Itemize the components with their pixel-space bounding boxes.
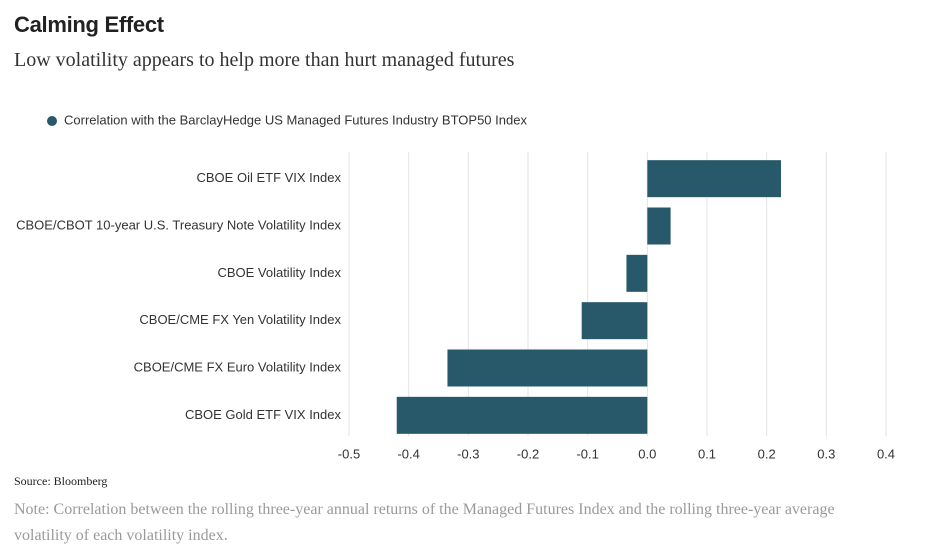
x-tick-label: -0.5: [338, 446, 360, 461]
x-tick-label: 0.3: [817, 446, 835, 461]
bar: [396, 396, 648, 434]
bar: [647, 207, 671, 245]
y-tick-label: CBOE/CME FX Yen Volatility Index: [139, 312, 341, 327]
bar: [447, 349, 648, 387]
chart-subtitle: Low volatility appears to help more than…: [14, 49, 515, 71]
legend-label: Correlation with the BarclayHedge US Man…: [64, 112, 527, 127]
y-tick-label: CBOE Oil ETF VIX Index: [197, 170, 342, 185]
x-tick-label: 0.4: [877, 446, 895, 461]
x-tick-label: -0.2: [517, 446, 539, 461]
y-tick-label: CBOE/CBOT 10-year U.S. Treasury Note Vol…: [16, 217, 341, 232]
legend-marker: [47, 116, 57, 126]
x-tick-label: -0.3: [457, 446, 479, 461]
x-tick-label: -0.1: [576, 446, 598, 461]
bar: [647, 160, 781, 198]
x-tick-label: 0.2: [758, 446, 776, 461]
y-tick-label: CBOE/CME FX Euro Volatility Index: [134, 359, 342, 374]
bar: [581, 302, 648, 340]
source: Source: Bloomberg: [14, 474, 108, 488]
y-tick-label: CBOE Volatility Index: [217, 265, 341, 280]
x-tick-label: 0.1: [698, 446, 716, 461]
chart-title: Calming Effect: [14, 12, 164, 37]
x-tick-label: 0.0: [638, 446, 656, 461]
bar: [626, 254, 648, 292]
note: Note: Correlation between the rolling th…: [14, 501, 835, 544]
x-tick-label: -0.4: [397, 446, 419, 461]
chart: -0.5 -0.4 -0.3 -0.2 -0.1 0.0 0.1 0.2 0.3 0.4 Corre…: [16, 112, 895, 461]
y-tick-label: CBOE Gold ETF VIX Index: [185, 407, 342, 422]
